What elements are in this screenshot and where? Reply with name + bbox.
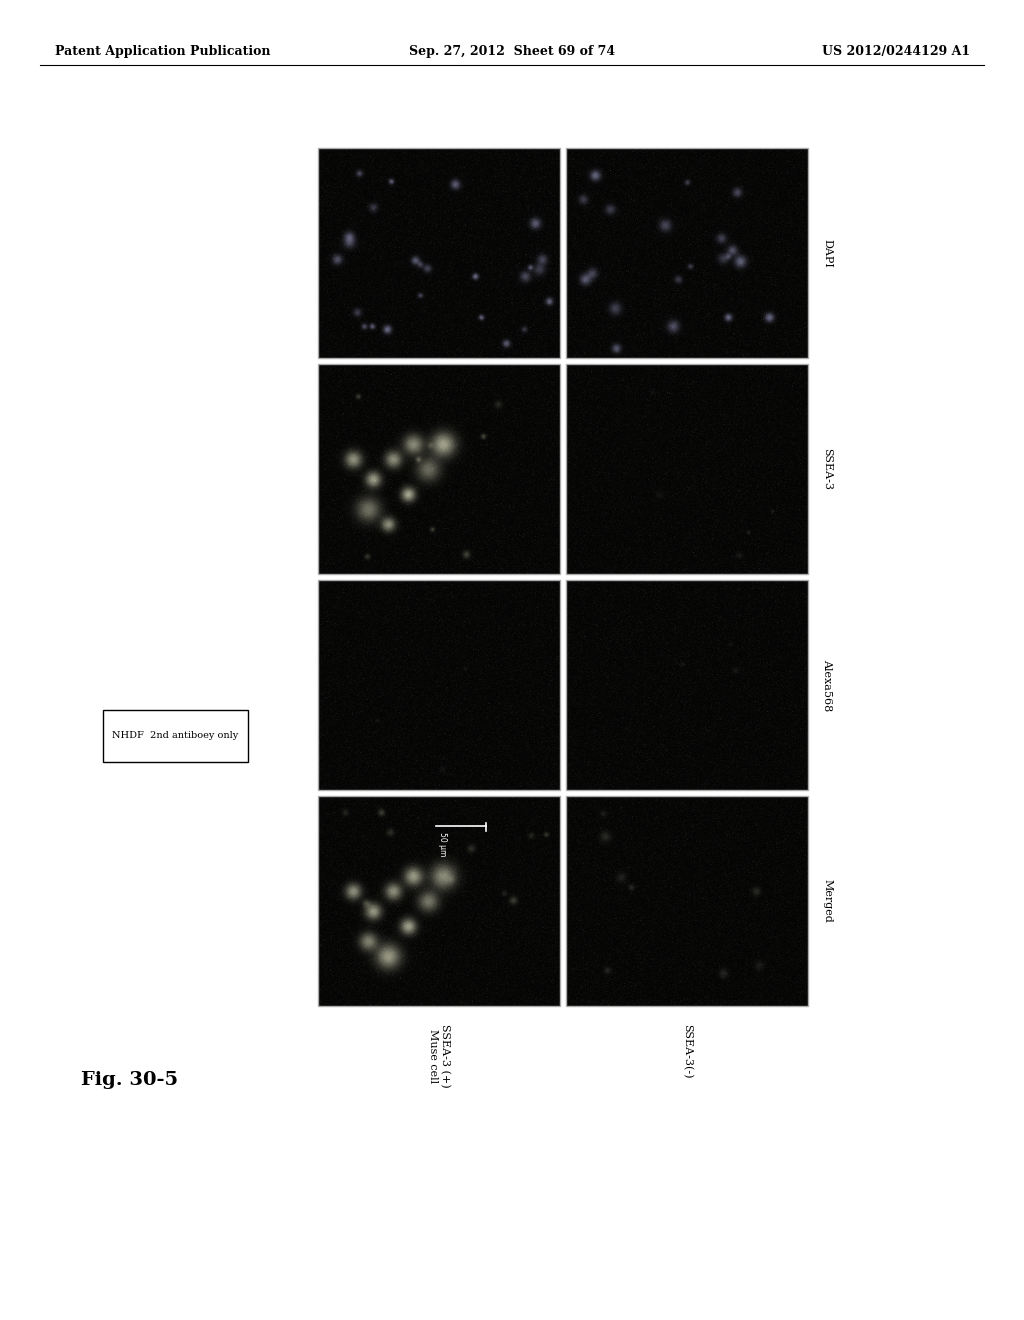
Text: SSEA-3 (+)
Muse cell: SSEA-3 (+) Muse cell [428,1024,450,1088]
Text: Alexa568: Alexa568 [822,659,831,711]
Text: Patent Application Publication: Patent Application Publication [55,45,270,58]
Text: SSEA-3: SSEA-3 [822,447,831,490]
Bar [566,364,808,574]
Text: 50 μm: 50 μm [438,832,447,857]
Text: SSEA-3(-): SSEA-3(-) [682,1024,692,1078]
Bar [566,796,808,1006]
Bar [318,796,560,1006]
Text: Sep. 27, 2012  Sheet 69 of 74: Sep. 27, 2012 Sheet 69 of 74 [409,45,615,58]
Text: Fig. 30-5: Fig. 30-5 [82,1071,178,1089]
Text: US 2012/0244129 A1: US 2012/0244129 A1 [822,45,970,58]
Text: DAPI: DAPI [822,239,831,268]
Text: Merged: Merged [822,879,831,923]
Text: NHDF  2nd antiboey only: NHDF 2nd antiboey only [112,731,239,741]
Bar [318,364,560,574]
Bar [102,710,248,762]
Bar [566,579,808,789]
Bar [566,148,808,358]
Bar [318,148,560,358]
Bar [318,579,560,789]
